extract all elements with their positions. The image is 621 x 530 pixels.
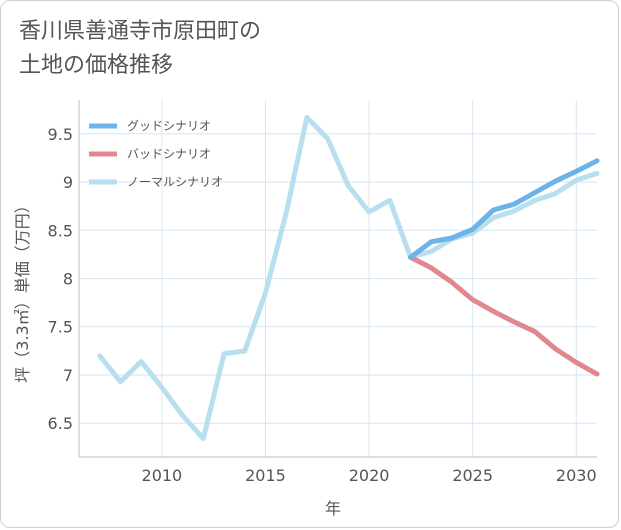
y-tick-label: 6.5 [48, 414, 73, 433]
x-tick-label: 2030 [556, 466, 597, 485]
y-axis-label: 坪（3.3㎡）単価（万円） [13, 197, 32, 382]
y-tick-label: 8 [63, 270, 73, 289]
series-line-bad [408, 254, 600, 377]
y-tick-label: 7 [63, 366, 73, 385]
legend-label-normal: ノーマルシナリオ [127, 175, 223, 189]
grid [79, 100, 597, 457]
x-tick-label: 2020 [349, 466, 390, 485]
chart-title-line2: 土地の価格推移 [19, 53, 174, 78]
chart-title-line1: 香川県善通寺市原田町の [19, 19, 262, 44]
y-tick-label: 8.5 [48, 221, 73, 240]
y-tick-label: 9 [63, 173, 73, 192]
legend-label-good: グッドシナリオ [127, 119, 211, 133]
plot-frame [78, 100, 597, 458]
tick-labels: 2010 2015 2020 2025 2030 6.5 7 7.5 8 8.5 9 9.5 [48, 125, 597, 485]
x-tick-label: 2015 [245, 466, 286, 485]
series-line-normal [97, 114, 600, 442]
series-lines [97, 114, 600, 442]
legend-label-bad: バッドシナリオ [127, 147, 211, 161]
series-line-good [408, 158, 600, 260]
x-tick-label: 2025 [452, 466, 493, 485]
chart-title: 香川県善通寺市原田町の 土地の価格推移 [19, 15, 261, 83]
y-tick-label: 7.5 [48, 318, 73, 337]
x-tick-label: 2010 [142, 466, 183, 485]
y-tick-label: 9.5 [48, 125, 73, 144]
x-axis-label: 年 [325, 499, 341, 518]
